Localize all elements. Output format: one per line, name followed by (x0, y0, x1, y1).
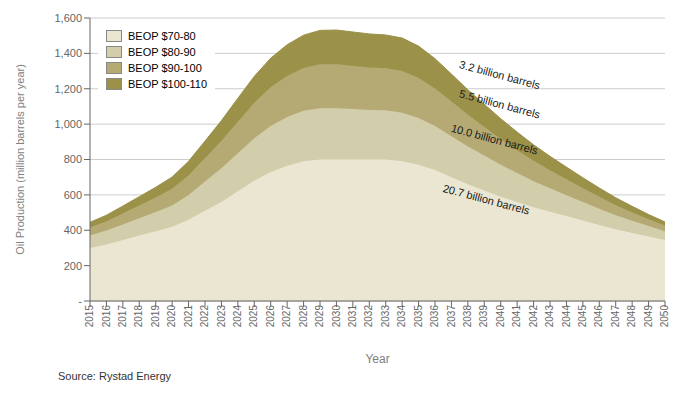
svg-text:2043: 2043 (544, 305, 555, 328)
svg-text:1,400: 1,400 (54, 47, 82, 59)
svg-text:200: 200 (64, 260, 82, 272)
svg-text:2049: 2049 (643, 305, 654, 328)
svg-text:1,600: 1,600 (54, 12, 82, 24)
svg-text:2039: 2039 (478, 305, 489, 328)
html-text:BEOP $70-80: BEOP $70-80 (128, 30, 196, 42)
svg-text:2033: 2033 (380, 305, 391, 328)
svg-text:10.0 billion barrels: 10.0 billion barrels (450, 122, 540, 157)
svg-text:400: 400 (64, 224, 82, 236)
svg-text:1,000: 1,000 (54, 118, 82, 130)
html-text:Source: Rystad Energy: Source: Rystad Energy (58, 370, 172, 382)
svg-text:2040: 2040 (495, 305, 506, 328)
html-text:BEOP $100-110: BEOP $100-110 (128, 78, 208, 90)
svg-text:3.2 billion barrels: 3.2 billion barrels (458, 58, 542, 91)
svg-text:2050: 2050 (659, 305, 670, 328)
svg-text:2045: 2045 (577, 305, 588, 328)
svg-text:2020: 2020 (166, 305, 177, 328)
svg-text:2019: 2019 (150, 305, 161, 328)
svg-text:Oil Production (million barrel: Oil Production (million barrels per year… (14, 64, 26, 255)
svg-text:2022: 2022 (199, 305, 210, 328)
svg-text:2030: 2030 (331, 305, 342, 328)
svg-text:2047: 2047 (610, 305, 621, 328)
html-text:BEOP $90-100: BEOP $90-100 (128, 62, 202, 74)
svg-text:2048: 2048 (626, 305, 637, 328)
svg-text:2018: 2018 (133, 305, 144, 328)
svg-text:-: - (78, 295, 82, 307)
svg-text:2041: 2041 (511, 305, 522, 328)
svg-text:20.7 billion barrels: 20.7 billion barrels (442, 182, 532, 217)
svg-text:2031: 2031 (347, 305, 358, 328)
svg-text:2027: 2027 (281, 305, 292, 328)
svg-text:2036: 2036 (429, 305, 440, 328)
svg-text:2037: 2037 (446, 305, 457, 328)
svg-text:2023: 2023 (216, 305, 227, 328)
svg-text:2044: 2044 (561, 305, 572, 328)
svg-text:2021: 2021 (183, 305, 194, 328)
svg-text:5.5 billion barrels: 5.5 billion barrels (458, 87, 542, 120)
svg-text:2016: 2016 (101, 305, 112, 328)
html-text:BEOP $80-90: BEOP $80-90 (128, 46, 196, 58)
svg-text:2038: 2038 (462, 305, 473, 328)
svg-text:2017: 2017 (117, 305, 128, 328)
svg-text:2035: 2035 (413, 305, 424, 328)
svg-text:2028: 2028 (298, 305, 309, 328)
svg-text:2032: 2032 (363, 305, 374, 328)
svg-text:2015: 2015 (84, 305, 95, 328)
svg-text:2029: 2029 (314, 305, 325, 328)
svg-text:2042: 2042 (528, 305, 539, 328)
svg-text:2024: 2024 (232, 305, 243, 328)
svg-text:2025: 2025 (248, 305, 259, 328)
svg-text:800: 800 (64, 153, 82, 165)
svg-text:600: 600 (64, 189, 82, 201)
svg-text:Year: Year (365, 352, 389, 366)
svg-text:2026: 2026 (265, 305, 276, 328)
svg-text:1,200: 1,200 (54, 83, 82, 95)
svg-text:2034: 2034 (396, 305, 407, 328)
svg-text:2046: 2046 (593, 305, 604, 328)
